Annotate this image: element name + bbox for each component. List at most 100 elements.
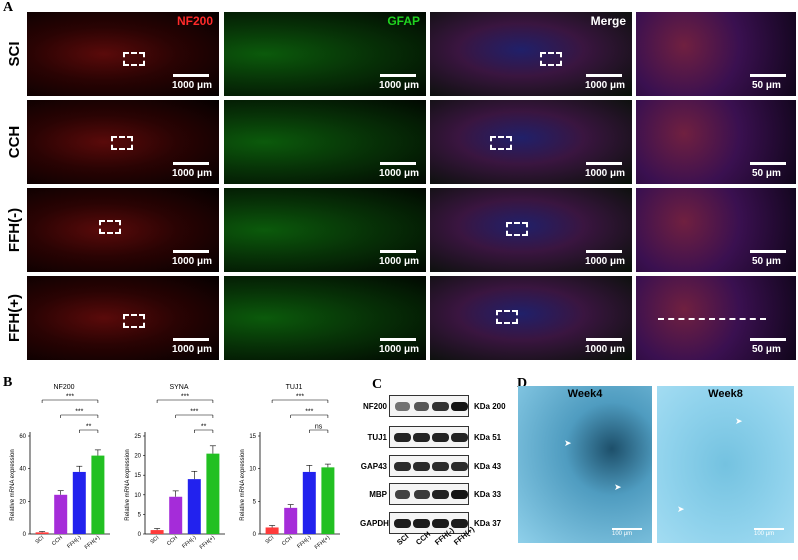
roi-box bbox=[99, 220, 121, 234]
blot-band bbox=[432, 402, 449, 411]
bar-cch bbox=[54, 494, 68, 534]
micrograph-merge-4: 1000 μm bbox=[430, 276, 632, 360]
scale-bar-label: 1000 μm bbox=[379, 256, 420, 267]
blot-band bbox=[394, 519, 411, 528]
arrow-icon: ➤ bbox=[677, 504, 685, 514]
y-tick-label: 0 bbox=[23, 532, 27, 538]
scale-bar-label: 1000 μm bbox=[585, 344, 626, 355]
chart-title: NF200 bbox=[53, 384, 74, 391]
significance-label: *** bbox=[75, 409, 83, 416]
bar-ffh- bbox=[187, 479, 201, 534]
channel-label-merge: Merge bbox=[590, 14, 626, 28]
micrograph-merge-1: Merge 1000 μm bbox=[430, 12, 632, 96]
bar-sci bbox=[265, 527, 279, 534]
micrograph-gfap-2: 1000 μm bbox=[224, 100, 426, 184]
y-tick-label: 25 bbox=[134, 434, 141, 440]
x-tick-label: CCH bbox=[281, 535, 294, 547]
scale-bar bbox=[754, 528, 784, 530]
significance-label: *** bbox=[181, 394, 189, 401]
blot-strip-mbp bbox=[389, 483, 469, 505]
significance-label: *** bbox=[296, 394, 304, 401]
scale-bar bbox=[173, 338, 209, 341]
bar-cch bbox=[169, 496, 183, 534]
blot-band bbox=[413, 402, 430, 411]
histology-title: Week8 bbox=[708, 388, 743, 400]
y-tick-label: 5 bbox=[253, 499, 257, 505]
scale-bar-label: 50 μm bbox=[752, 256, 781, 267]
scale-bar-label: 1000 μm bbox=[379, 168, 420, 179]
blot-band bbox=[394, 462, 411, 471]
micrograph-gfap-1: GFAP 1000 μm bbox=[224, 12, 426, 96]
y-tick-label: 15 bbox=[249, 434, 256, 440]
micrograph-nf200-1: NF200 1000 μm bbox=[27, 12, 219, 96]
y-tick-label: 20 bbox=[19, 499, 26, 505]
scale-bar-label: 1000 μm bbox=[585, 256, 626, 267]
row-label-cch: CCH bbox=[5, 125, 23, 159]
y-axis-label: Relative mRNA expression bbox=[10, 449, 16, 520]
scale-bar-label: 1000 μm bbox=[172, 344, 213, 355]
significance-label: ** bbox=[201, 424, 207, 431]
roi-box bbox=[123, 314, 145, 328]
scale-bar bbox=[586, 338, 622, 341]
significance-label: *** bbox=[66, 394, 74, 401]
scale-bar-label: 50 μm bbox=[752, 80, 781, 91]
bar-ffh+ bbox=[321, 467, 335, 534]
blot-band bbox=[394, 490, 411, 499]
blot-strip-nf200 bbox=[389, 395, 469, 417]
micrograph-zoom-4: 50 μm bbox=[636, 276, 796, 360]
row-label-ffh-: FFH(+) bbox=[5, 294, 23, 342]
blot-band bbox=[395, 402, 410, 411]
scale-bar bbox=[612, 528, 642, 530]
significance-label: *** bbox=[190, 409, 198, 416]
kda-label: KDa 33 bbox=[474, 490, 502, 499]
bar-sci bbox=[150, 530, 164, 534]
scale-bar-label: 50 μm bbox=[752, 344, 781, 355]
x-tick-label: CCH bbox=[51, 535, 64, 547]
histology-week8: Week8 ➤ ➤ 100 μm bbox=[657, 386, 794, 543]
blot-band bbox=[451, 490, 468, 499]
scale-bar bbox=[380, 250, 416, 253]
bar-charts: NF200 Relative mRNA expression 0 20 40 60 SCI C… bbox=[10, 384, 340, 551]
blot-band bbox=[394, 433, 411, 442]
y-axis-label: Relative mRNA expression bbox=[240, 449, 246, 520]
scale-bar-label: 1000 μm bbox=[585, 168, 626, 179]
scale-bar-label: 100 μm bbox=[612, 531, 633, 537]
micrograph-nf200-3: 1000 μm bbox=[27, 188, 219, 272]
significance-label: ** bbox=[86, 424, 92, 431]
blot-band bbox=[451, 462, 468, 471]
scale-bar bbox=[586, 74, 622, 77]
x-tick-label: FFH(-) bbox=[66, 535, 82, 550]
blot-band bbox=[413, 519, 430, 528]
scale-bar bbox=[380, 338, 416, 341]
roi-box bbox=[490, 136, 512, 150]
protein-label: MBP bbox=[369, 490, 387, 499]
scale-bar bbox=[586, 250, 622, 253]
scale-bar-label: 1000 μm bbox=[172, 80, 213, 91]
lane-label: SCI bbox=[395, 531, 411, 547]
y-tick-label: 15 bbox=[134, 473, 141, 479]
blot-band bbox=[413, 433, 430, 442]
y-tick-label: 20 bbox=[134, 454, 141, 460]
blot-band bbox=[432, 462, 449, 471]
dashed-line bbox=[658, 318, 766, 320]
roi-box bbox=[496, 310, 518, 324]
protein-label: NF200 bbox=[362, 402, 387, 411]
y-tick-label: 40 bbox=[19, 467, 26, 473]
x-tick-label: FFH(+) bbox=[84, 535, 101, 551]
scale-bar-label: 1000 μm bbox=[172, 256, 213, 267]
micrograph-nf200-4: 1000 μm bbox=[27, 276, 219, 360]
roi-box bbox=[506, 222, 528, 236]
blot-band bbox=[451, 433, 468, 442]
y-axis-label: Relative mRNA expression bbox=[125, 449, 131, 520]
micrograph-zoom-1: 50 μm bbox=[636, 12, 796, 96]
scale-bar bbox=[380, 162, 416, 165]
blot-band bbox=[432, 519, 449, 528]
y-tick-label: 0 bbox=[253, 532, 257, 538]
scale-bar bbox=[380, 74, 416, 77]
scale-bar-label: 1000 μm bbox=[585, 80, 626, 91]
blot-strip-tuj1 bbox=[389, 426, 469, 448]
scale-bar bbox=[586, 162, 622, 165]
channel-label-gfap: GFAP bbox=[387, 14, 420, 28]
bar-ffh- bbox=[72, 471, 86, 534]
significance-label: ns bbox=[315, 424, 323, 431]
